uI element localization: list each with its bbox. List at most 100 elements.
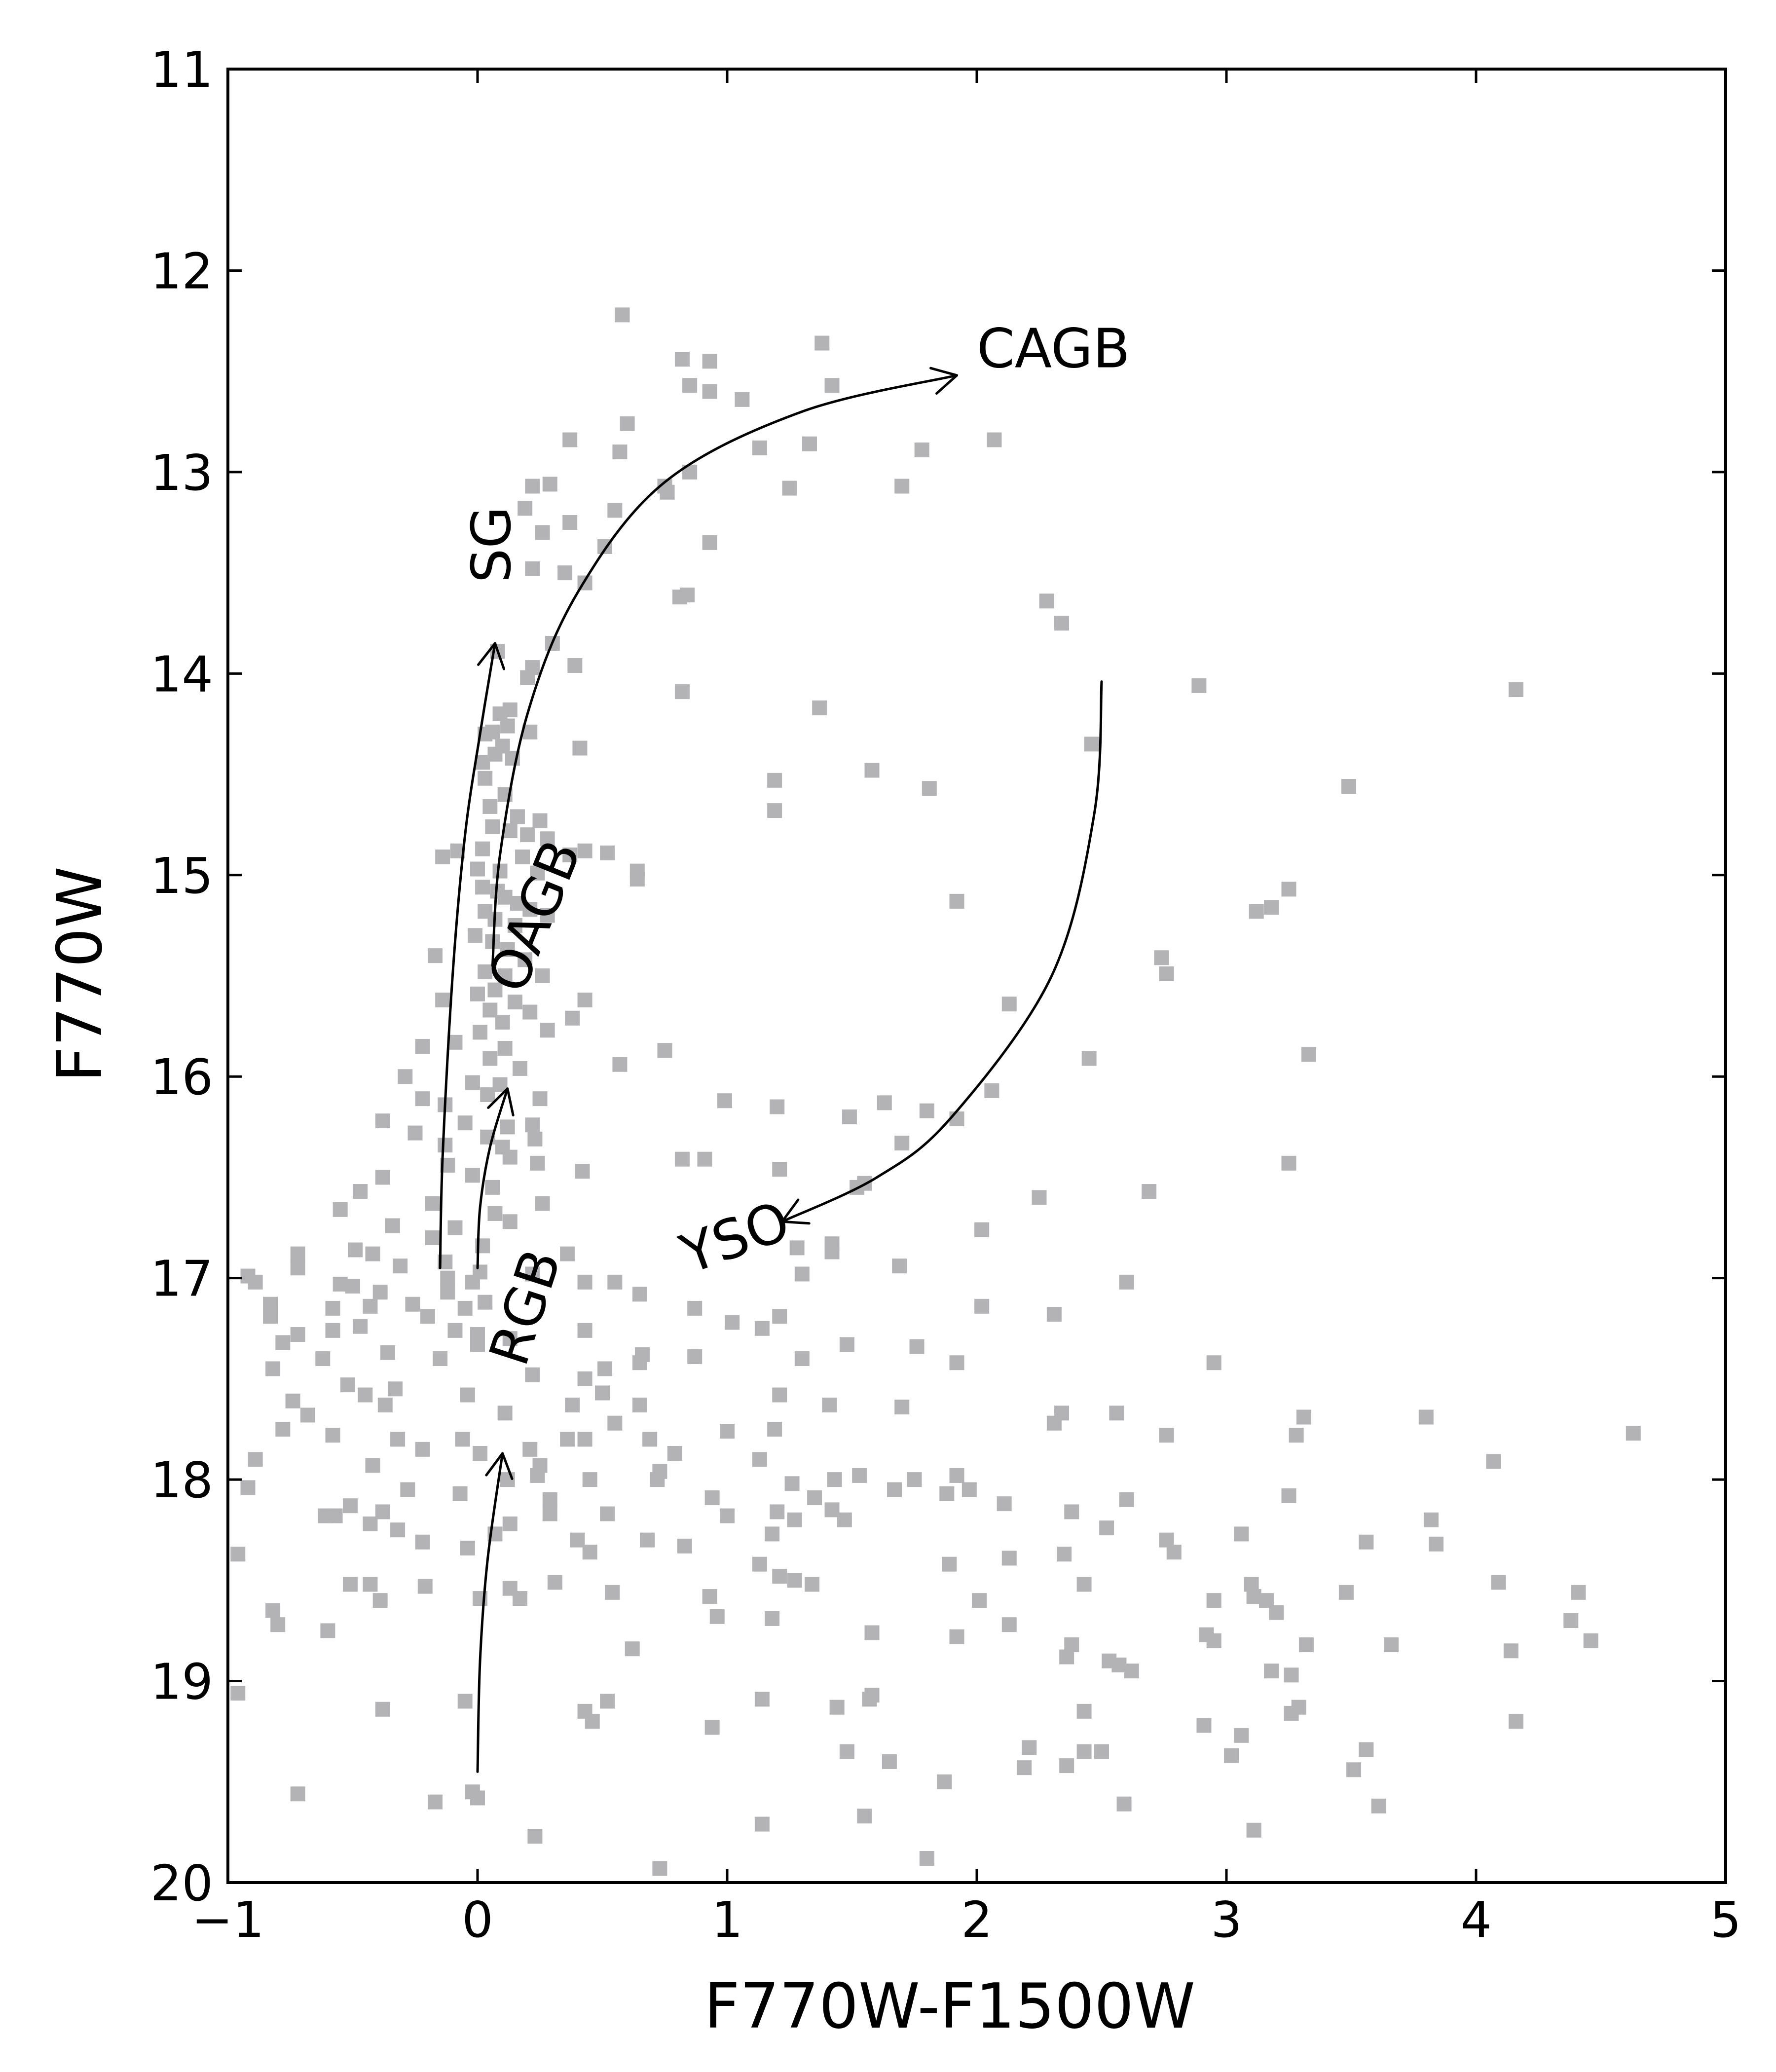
data-point <box>315 1351 331 1367</box>
data-point <box>240 1268 256 1284</box>
data-point <box>1289 1428 1304 1443</box>
data-point <box>595 1385 610 1401</box>
data-point <box>682 378 698 393</box>
data-point <box>380 1345 395 1360</box>
arrowhead-cagb <box>929 367 959 395</box>
annotation-arrows <box>439 367 1103 1773</box>
data-point <box>502 1331 518 1346</box>
data-point <box>405 1296 420 1312</box>
data-point <box>353 1184 368 1199</box>
x-axis-label: F770W-F1500W <box>704 1970 1195 2042</box>
data-point <box>447 1220 463 1235</box>
data-point <box>607 1415 623 1431</box>
data-point <box>457 1694 473 1709</box>
data-point <box>1001 997 1017 1012</box>
data-point <box>1583 1633 1598 1648</box>
data-point <box>894 1136 910 1151</box>
data-point <box>1119 1274 1134 1290</box>
data-point <box>612 444 628 460</box>
data-point <box>1001 1617 1017 1632</box>
data-point <box>772 1162 787 1177</box>
data-point <box>937 1774 952 1789</box>
data-point <box>754 1816 770 1832</box>
data-point <box>772 1309 787 1324</box>
data-point <box>864 1688 880 1703</box>
data-point <box>525 1266 540 1282</box>
data-point <box>807 1490 822 1505</box>
data-point <box>1264 1664 1279 1679</box>
data-point <box>507 995 522 1010</box>
x-tick-label: 5 <box>1710 1891 1741 1949</box>
data-point <box>455 1432 470 1447</box>
x-tick-label: −1 <box>191 1891 264 1949</box>
data-point <box>510 895 525 911</box>
y-tick-label: 11 <box>150 41 213 99</box>
data-point <box>467 928 482 943</box>
data-point <box>1281 1155 1296 1171</box>
data-point <box>417 1579 433 1594</box>
data-point <box>328 1508 343 1523</box>
data-point <box>447 1323 463 1338</box>
data-point <box>1491 1575 1506 1590</box>
data-point <box>562 515 578 530</box>
data-point <box>495 1014 510 1030</box>
data-point <box>353 1319 368 1334</box>
data-point <box>1142 1184 1157 1199</box>
data-point <box>782 481 797 496</box>
data-point <box>582 1472 597 1487</box>
data-point <box>997 1496 1012 1512</box>
data-point <box>1032 1190 1047 1205</box>
data-point <box>1359 1534 1374 1550</box>
data-point <box>497 889 513 905</box>
data-point <box>949 893 964 909</box>
data-point <box>907 1472 922 1487</box>
annotation-yso: YSO <box>672 1189 798 1286</box>
data-point <box>1064 1504 1079 1519</box>
data-point <box>575 1164 590 1179</box>
data-point <box>342 1577 358 1592</box>
data-point <box>478 1295 493 1310</box>
data-point <box>754 1321 770 1336</box>
scatter-points <box>230 307 1641 1876</box>
arrow-cagb <box>491 374 959 967</box>
data-point <box>909 1339 925 1354</box>
data-point <box>470 1790 485 1806</box>
data-point <box>717 1093 732 1109</box>
data-point <box>1206 1633 1221 1648</box>
data-point <box>1423 1512 1439 1527</box>
arrow-sg <box>439 642 496 1269</box>
data-point <box>1046 1415 1062 1431</box>
data-point <box>894 1400 910 1415</box>
data-point <box>1246 1589 1261 1604</box>
data-point <box>1269 1605 1284 1620</box>
data-point <box>657 1043 672 1058</box>
data-point <box>425 1230 440 1245</box>
data-point <box>513 1591 528 1606</box>
data-point <box>427 1794 443 1810</box>
data-point <box>702 1589 717 1604</box>
data-point <box>348 1242 363 1258</box>
data-point <box>460 1540 475 1555</box>
data-point <box>752 1452 767 1467</box>
data-point <box>290 1260 305 1276</box>
data-point <box>557 565 573 581</box>
data-point <box>542 1492 557 1507</box>
data-point <box>465 1168 480 1183</box>
data-point <box>1076 1703 1092 1719</box>
data-point <box>290 1786 305 1802</box>
data-point <box>770 1504 785 1519</box>
data-point <box>1429 1536 1444 1552</box>
data-point <box>949 1629 964 1644</box>
data-point <box>522 1442 538 1457</box>
data-point <box>1119 1492 1134 1507</box>
data-point <box>363 1516 378 1531</box>
data-point <box>365 1458 380 1473</box>
data-point <box>500 1119 515 1135</box>
data-point <box>518 952 533 967</box>
data-point <box>363 1577 378 1592</box>
data-point <box>1109 1406 1124 1421</box>
data-point <box>513 1061 528 1076</box>
data-point <box>415 1091 430 1107</box>
data-point <box>652 1861 667 1876</box>
data-point <box>767 803 782 818</box>
